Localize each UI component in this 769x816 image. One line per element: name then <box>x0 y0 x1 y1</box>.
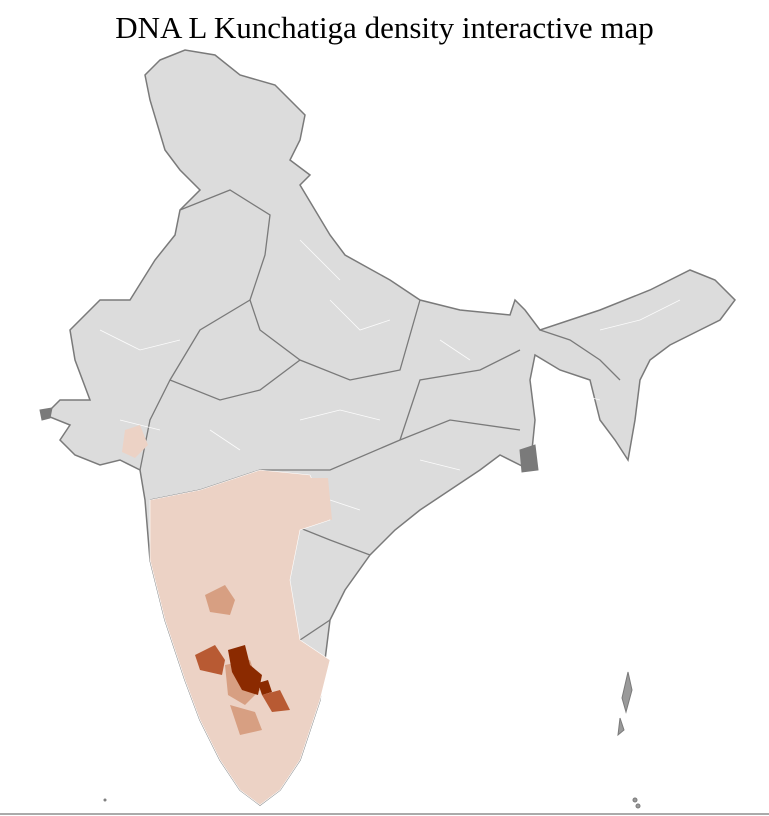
islands <box>39 407 641 809</box>
density-low-region-gujarat <box>122 425 148 458</box>
density-max-region-1 <box>228 645 262 695</box>
kutch-coast <box>39 407 53 421</box>
density-max-region-2 <box>258 680 272 695</box>
density-high-region-2 <box>262 690 290 712</box>
density-regions[interactable] <box>122 425 332 806</box>
density-mid-region-1 <box>205 585 235 615</box>
sundarbans <box>519 444 539 473</box>
density-high-region-1 <box>195 645 225 675</box>
bottom-divider <box>0 813 769 815</box>
density-low-region-north-karnataka <box>310 478 332 520</box>
density-mid-region-3 <box>230 705 262 735</box>
map-title: DNA L Kunchatiga density interactive map <box>115 10 654 45</box>
